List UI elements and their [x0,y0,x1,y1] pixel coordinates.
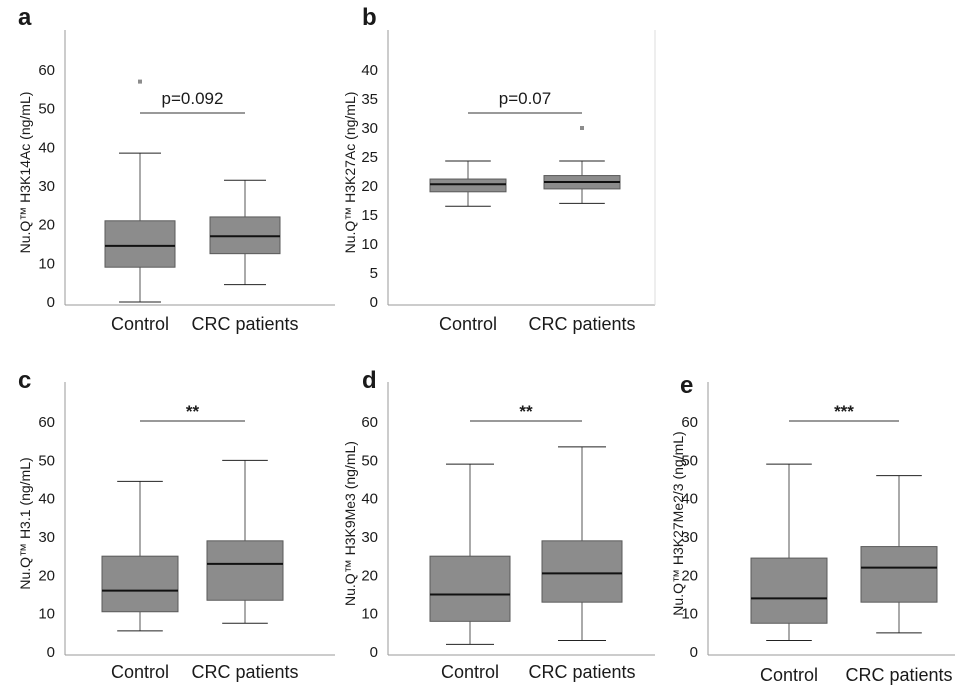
y-tick-label: 30 [681,529,698,546]
y-tick-label: 10 [361,236,378,253]
y-tick-label: 20 [38,567,55,584]
y-tick-label: 50 [38,101,55,118]
y-axis-label: Nu.Q™ H3K27Me2/3 (ng/mL) [670,431,686,615]
y-tick-label: 20 [681,567,698,584]
box-1 [206,459,284,624]
y-tick-label: 50 [681,452,698,469]
y-tick-label: 0 [47,644,55,661]
y-tick-label: 60 [361,414,378,431]
y-axis-label: Nu.Q™ H3K27Ac (ng/mL) [342,92,358,254]
significance-label: ** [186,402,200,421]
iqr-box [429,555,511,622]
panel-c: c 0 10 20 30 40 50 60 Nu.Q™ H3.1 (ng/mL) Control C… [17,367,335,682]
y-axis-label: Nu.Q™ H3.1 (ng/mL) [17,457,33,589]
y-tick-label: 50 [38,452,55,469]
box-0 [101,480,179,632]
box-0 [750,463,828,641]
y-tick-label: 0 [47,294,55,311]
box-0 [429,463,511,645]
y-tick-label: 20 [361,178,378,195]
y-tick-label: 35 [361,91,378,108]
panel-letter: e [680,372,693,399]
y-tick-label: 40 [38,491,55,508]
y-axis-label: Nu.Q™ H3K9Me3 (ng/mL) [342,441,358,606]
iqr-box [101,555,179,613]
y-tick-label: 10 [38,255,55,272]
y-tick-label: 20 [361,567,378,584]
category-label: CRC patients [191,662,298,682]
box-0 [429,160,507,207]
y-tick-label: 0 [690,644,698,661]
y-tick-label: 60 [681,414,698,431]
y-tick-label: 10 [38,606,55,623]
category-label: CRC patients [528,314,635,334]
panel-a: a 0 10 20 30 40 50 60 Nu.Q™ H3K14Ac (ng/mL) Contr… [17,4,335,334]
box-1 [541,446,623,641]
y-tick-label: 60 [38,414,55,431]
y-tick-label: 10 [681,606,698,623]
y-tick-label: 30 [38,178,55,195]
y-tick-label: 25 [361,149,378,166]
box-1 [209,179,281,286]
category-label: CRC patients [845,665,952,685]
significance-label: *** [834,402,854,421]
category-label: Control [111,314,169,334]
category-label: Control [439,314,497,334]
panel-letter: a [18,4,32,31]
significance-label: ** [519,402,533,421]
outlier-point [138,79,142,84]
category-label: CRC patients [191,314,298,334]
iqr-box [429,178,507,193]
iqr-box [860,546,938,603]
significance-label: p=0.07 [499,89,551,108]
box-1 [543,126,621,204]
panel-letter: c [18,367,31,394]
y-tick-label: 40 [38,139,55,156]
significance-label: p=0.092 [162,89,224,108]
iqr-box [750,557,828,624]
y-tick-label: 40 [361,491,378,508]
iqr-box [206,540,284,601]
y-tick-label: 15 [361,207,378,224]
y-tick-label: 0 [370,294,378,311]
panel-letter: d [362,367,377,394]
category-label: CRC patients [528,662,635,682]
iqr-box [104,220,176,268]
y-tick-label: 5 [370,265,378,282]
box-0 [104,79,176,303]
y-tick-label: 60 [38,62,55,79]
outlier-point [580,126,584,130]
category-label: Control [760,665,818,685]
panel-letter: b [362,4,377,31]
y-axis-label: Nu.Q™ H3K14Ac (ng/mL) [17,92,33,254]
box-1 [860,475,938,634]
y-tick-label: 10 [361,606,378,623]
category-label: Control [111,662,169,682]
y-tick-label: 30 [38,529,55,546]
y-tick-label: 20 [38,217,55,234]
y-tick-label: 50 [361,452,378,469]
y-tick-label: 40 [681,491,698,508]
y-tick-label: 40 [361,62,378,79]
y-tick-label: 30 [361,120,378,137]
y-tick-label: 30 [361,529,378,546]
y-tick-label: 0 [370,644,378,661]
category-label: Control [441,662,499,682]
iqr-box [541,540,623,603]
